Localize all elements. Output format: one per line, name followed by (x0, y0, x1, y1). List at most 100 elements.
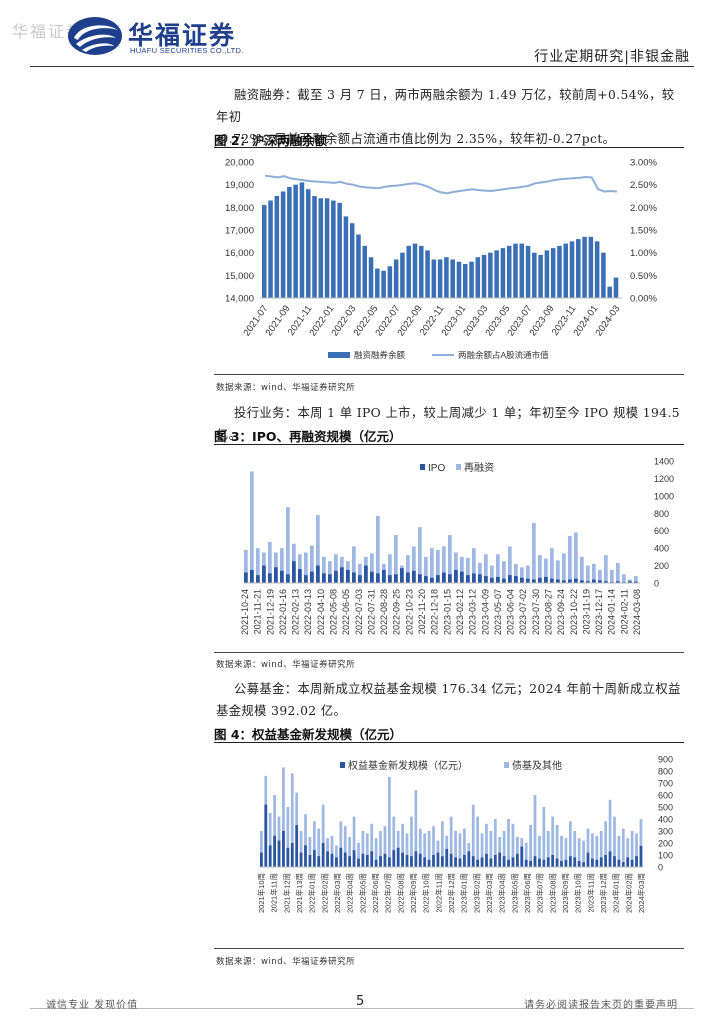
bar-secondary (361, 831, 365, 867)
bar (538, 254, 543, 298)
bar-primary (520, 577, 524, 583)
x-tick-label: 2023年03周 (484, 873, 494, 913)
bar (513, 243, 518, 298)
bar-secondary (582, 840, 585, 867)
bar-primary (250, 569, 254, 583)
bar-secondary (496, 554, 500, 583)
bar-secondary (260, 831, 263, 867)
bar (437, 259, 443, 298)
bar-secondary (352, 816, 356, 867)
bar-secondary (621, 828, 625, 867)
bar-secondary (532, 522, 536, 583)
bar-secondary (322, 556, 326, 583)
bar-primary (560, 861, 563, 867)
legend-swatch-primary (340, 762, 345, 768)
x-tick-label: 2024年02周 (623, 873, 633, 913)
header-divider (30, 66, 694, 67)
bar (387, 266, 393, 298)
bar-primary (383, 853, 387, 867)
bar-secondary (440, 821, 444, 867)
bar-primary (555, 858, 559, 867)
bar (305, 189, 311, 298)
bar-primary (348, 856, 352, 867)
bar-secondary (524, 843, 528, 867)
bar-secondary (484, 554, 488, 583)
bar-primary (458, 858, 462, 867)
x-tick-label: 2021-12-19 (265, 589, 275, 635)
bar-secondary (358, 563, 362, 583)
bar (331, 200, 336, 298)
y-tick-label: 400 (658, 815, 673, 825)
bar-secondary (529, 825, 532, 867)
x-tick-label: 2023年05周 (509, 873, 519, 913)
bar-primary (526, 578, 530, 583)
bar-primary (401, 852, 404, 867)
x-tick-label: 2023年12周 (598, 873, 608, 913)
bar-primary (418, 853, 422, 867)
y-tick-label: 16,000 (225, 248, 254, 259)
bar-primary (382, 569, 386, 583)
bar-secondary (460, 556, 464, 583)
y-tick-label: 200 (654, 561, 669, 571)
x-tick-label: 2022-07-31 (366, 589, 376, 635)
bar (393, 259, 399, 298)
bar (375, 268, 380, 298)
bar (356, 234, 361, 298)
bar-secondary (580, 556, 584, 583)
bar-secondary (449, 816, 453, 867)
bar-secondary (508, 546, 512, 583)
bar-secondary (442, 546, 446, 583)
bar-primary (498, 852, 502, 867)
x-tick-label: 2023年08周 (547, 873, 557, 913)
figure-4-title: 图 4：权益基金新发规模（亿元） (214, 727, 403, 742)
legend-swatch-primary (420, 464, 425, 470)
bar-primary (308, 855, 312, 867)
y-tick-label: 1400 (654, 457, 674, 467)
bar (582, 236, 587, 298)
legend-label: 两融余额占A股流通市值 (458, 350, 549, 360)
bar-secondary (520, 567, 524, 583)
bar-primary (449, 853, 453, 867)
legend-label: IPO (428, 463, 445, 474)
x-tick-label: 2022-09-25 (392, 589, 402, 635)
bar-primary (490, 577, 494, 583)
figure-4-source: 数据来源：wind、华福证券研究所 (216, 957, 356, 967)
x-tick-label: 2024-03-08 (632, 589, 642, 635)
y-tick-label: 300 (658, 827, 673, 837)
x-tick-label: 2022-02-13 (291, 589, 301, 635)
bar-primary (542, 859, 546, 867)
bar-secondary (516, 837, 519, 867)
bar-primary (326, 851, 329, 867)
x-tick-label: 2023-11-19 (581, 589, 591, 634)
x-tick-label: 2022年11周 (433, 873, 443, 912)
bar-primary (262, 565, 266, 583)
bar (563, 243, 568, 298)
legend-label: 权益基金新发规模（亿元） (348, 759, 468, 772)
bar-primary (295, 825, 299, 867)
bar (324, 198, 330, 298)
bar-primary (476, 859, 480, 867)
bar-secondary (502, 561, 506, 583)
bar-primary (364, 565, 368, 583)
x-tick-label: 2022年10周 (421, 873, 431, 913)
bar-primary (484, 576, 488, 583)
bar-secondary (635, 833, 638, 867)
bar-primary (427, 859, 431, 867)
bar-secondary (280, 548, 284, 583)
bar (588, 236, 594, 298)
bar-primary (598, 580, 602, 583)
bar-secondary (591, 833, 594, 867)
bar-primary (282, 831, 285, 867)
bar-primary (316, 565, 320, 583)
x-tick-label: 2022-06-05 (341, 589, 351, 635)
bar-primary (440, 856, 444, 867)
y2-tick-label: 0.00% (630, 294, 657, 305)
bar-primary (502, 856, 506, 867)
bar-primary (445, 849, 449, 867)
x-tick-label: 2023-07-02 (518, 589, 528, 635)
bar-secondary (454, 831, 457, 867)
bar-primary (533, 856, 537, 867)
footer-slogan: 诚信专业 发现价值 (46, 1000, 139, 1011)
bar-primary (626, 857, 630, 867)
bar-primary (564, 859, 568, 867)
